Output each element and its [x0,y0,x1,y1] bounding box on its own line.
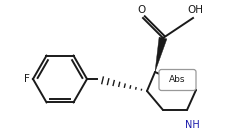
Text: NH: NH [185,120,200,130]
Text: F: F [24,74,30,84]
Text: Abs: Abs [169,75,186,85]
Polygon shape [155,37,167,72]
Text: O: O [137,5,145,15]
FancyBboxPatch shape [159,69,196,91]
Text: OH: OH [187,5,203,15]
